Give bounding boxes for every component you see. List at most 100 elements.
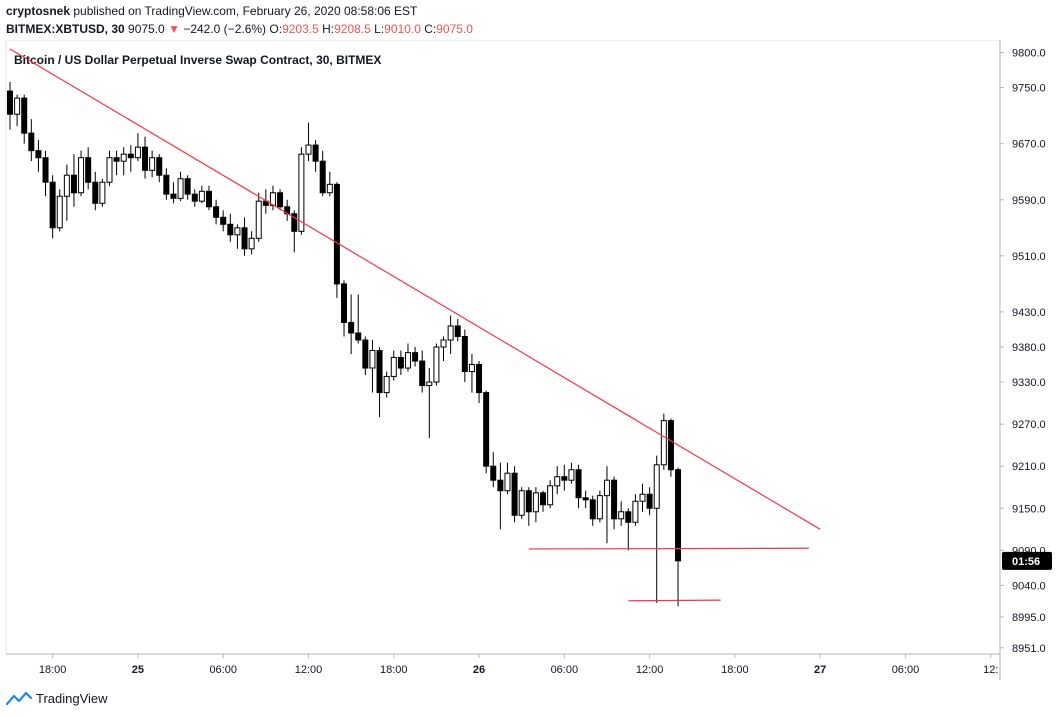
price-tick-label: 9040.0 — [1012, 580, 1046, 592]
candle-body — [234, 227, 241, 236]
candle-body — [412, 352, 419, 362]
candle-body — [547, 485, 554, 506]
candle-body — [248, 237, 255, 250]
candle-body — [490, 465, 497, 481]
price-tick-label: 8995.0 — [1012, 612, 1046, 624]
candle-body — [540, 492, 547, 506]
candle-body — [362, 339, 369, 369]
candle-body — [447, 325, 454, 341]
time-tick-label: 18:00 — [39, 664, 67, 676]
candle-body — [149, 157, 156, 171]
price-axis[interactable]: 9800.0 9750.0 9670.0 9590.0 9510.0 9430.0 9380… — [1000, 48, 1046, 655]
price-tick-label: 9590.0 — [1012, 195, 1046, 207]
chart-title: Bitcoin / US Dollar Perpetual Inverse Sw… — [14, 53, 381, 67]
candle-body — [426, 381, 433, 387]
time-tick-label: 25 — [132, 664, 144, 676]
candle-body — [21, 97, 28, 134]
candle-body — [198, 190, 205, 202]
candle-body — [220, 216, 227, 225]
time-axis[interactable]: 18:00 25 06:00 12:00 18:00 26 06:00 12:00 18:00 2… — [39, 654, 999, 676]
candle-body — [319, 160, 326, 194]
low-label: L: — [374, 22, 385, 36]
candle-body — [113, 157, 120, 162]
candle-body — [390, 357, 397, 377]
candle-body — [7, 90, 13, 115]
candlestick-chart[interactable]: Bitcoin / US Dollar Perpetual Inverse Sw… — [0, 40, 1063, 688]
candle-body — [170, 193, 177, 199]
candle-body — [618, 511, 625, 520]
candle-body — [99, 181, 106, 204]
candle-body — [255, 200, 262, 239]
candle-body — [575, 469, 582, 499]
candle-body — [277, 192, 284, 208]
candle-body — [213, 206, 220, 218]
candle-body — [419, 360, 426, 387]
candle-body — [106, 157, 113, 183]
trendline-support-9090 — [528, 547, 809, 550]
price-tick-label: 9510.0 — [1012, 251, 1046, 263]
high-value: 9208.5 — [334, 22, 371, 36]
candle-body — [525, 490, 532, 513]
candle-body — [554, 476, 561, 487]
time-tick-label: 06:00 — [551, 664, 579, 676]
time-tick-label: 27 — [814, 664, 826, 676]
candle-body — [312, 144, 319, 162]
time-tick-label: 26 — [473, 664, 485, 676]
candle-body — [404, 352, 411, 369]
candle-body — [561, 476, 568, 481]
candle-body — [611, 479, 618, 520]
candles-group — [7, 81, 682, 607]
candle-body — [504, 472, 511, 492]
candle-body — [483, 392, 490, 467]
candle-body — [127, 153, 134, 159]
candle-body — [298, 153, 305, 232]
candle-body — [440, 339, 447, 348]
candle-body — [532, 492, 539, 513]
tradingview-logo[interactable]: TradingView — [6, 690, 108, 706]
candle-body — [85, 157, 92, 183]
close-label: C: — [424, 22, 437, 36]
candle-body — [177, 178, 184, 199]
price-tick-label: 9670.0 — [1012, 139, 1046, 151]
candle-body — [568, 469, 575, 481]
candle-body — [348, 321, 355, 334]
price-change: −242.0 (−2.6%) — [183, 22, 267, 36]
price-tick-label: 9430.0 — [1012, 307, 1046, 319]
candle-body — [369, 350, 376, 369]
candle-body — [589, 499, 596, 520]
candle-body — [184, 178, 191, 195]
candle-body — [205, 190, 212, 208]
chart-area[interactable]: Bitcoin / US Dollar Perpetual Inverse Sw… — [0, 40, 1063, 688]
symbol-label: BITMEX:XBTUSD, 30 — [6, 22, 125, 36]
candle-body — [667, 420, 674, 471]
last-price: 9075.0 — [128, 22, 165, 36]
candle-body — [305, 144, 312, 155]
time-tick-label: 12: — [983, 664, 998, 676]
symbol-info-bar: BITMEX:XBTUSD, 30 9075.0 ▼ −242.0 (−2.6%… — [6, 22, 473, 36]
trendline-descending-resistance — [9, 48, 821, 530]
candle-body — [397, 357, 404, 369]
candle-body — [134, 146, 141, 159]
candle-body — [518, 490, 525, 516]
candle-body — [63, 174, 70, 197]
trendlines-group — [9, 48, 821, 602]
publish-info: cryptosnek published on TradingView.com,… — [6, 4, 417, 18]
high-label: H: — [322, 22, 335, 36]
candle-body — [596, 495, 603, 520]
candle-body — [227, 223, 234, 236]
price-tick-label: 9750.0 — [1012, 83, 1046, 95]
candle-body — [326, 183, 333, 194]
candle-body — [241, 227, 248, 250]
time-tick-label: 12:00 — [636, 664, 664, 676]
price-tag-text: 01:56 — [1012, 556, 1040, 568]
time-tick-label: 18:00 — [380, 664, 408, 676]
candle-body — [35, 150, 42, 159]
price-tick-label: 9800.0 — [1012, 48, 1046, 60]
price-tick-label: 9330.0 — [1012, 377, 1046, 389]
candle-body — [28, 132, 35, 152]
publish-text: published on TradingView.com, February 2… — [73, 4, 418, 18]
price-tick-label: 9270.0 — [1012, 419, 1046, 431]
open-value: 9203.5 — [282, 22, 319, 36]
author-name[interactable]: cryptosnek — [6, 4, 71, 18]
candle-body — [341, 283, 348, 323]
